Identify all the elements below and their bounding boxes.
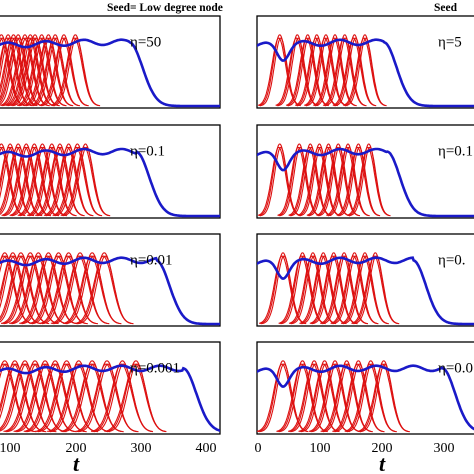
eta-label: η=0.1	[130, 144, 165, 160]
panel-frame	[0, 124, 221, 219]
red-series-curve	[39, 255, 98, 325]
panel: η=0.1	[0, 124, 221, 219]
panel-frame	[256, 15, 474, 109]
red-series-curve	[9, 146, 60, 217]
panel: η=5	[256, 15, 474, 109]
red-series-curve	[258, 255, 307, 325]
panel-frame	[256, 124, 474, 219]
red-series-curve	[29, 255, 88, 325]
panel: η=0.0	[256, 341, 474, 435]
x-axis-label: t	[73, 451, 80, 474]
panel: η=0.01	[0, 233, 221, 327]
x-axis-label: t	[379, 451, 386, 474]
red-series-curve	[75, 363, 139, 433]
panel-frame	[256, 341, 474, 435]
eta-label: η=0.0	[438, 360, 473, 376]
panel: η=0.	[256, 233, 474, 327]
blue-series-curve	[0, 256, 220, 326]
eta-label: η=0.	[438, 252, 466, 268]
red-series-curve	[322, 37, 367, 107]
red-series-curve	[320, 255, 369, 325]
red-series-curve	[30, 37, 80, 107]
panel: η=0.001	[0, 341, 221, 435]
bottom-right-x-axis: 0 100 200 300 t	[255, 441, 455, 474]
red-series-curve	[34, 146, 85, 217]
eta-label: η=0.1	[438, 144, 473, 160]
red-series-curve	[276, 363, 328, 433]
red-series-curve	[23, 37, 74, 107]
red-series-curve	[60, 363, 124, 433]
red-series-curve	[336, 146, 381, 217]
red-series-curve	[10, 37, 60, 107]
red-series-curve	[50, 37, 101, 107]
red-series-curve	[62, 255, 122, 325]
x-tick: 200	[66, 441, 87, 456]
red-series-curve	[303, 37, 348, 107]
red-series-curve	[50, 255, 110, 325]
red-series-curve	[340, 255, 389, 325]
right-column-title: Seed	[434, 2, 458, 14]
red-series-curve	[357, 363, 410, 433]
blue-series-curve	[257, 256, 474, 326]
red-series-curve	[0, 37, 50, 107]
x-tick: 300	[131, 441, 152, 456]
blue-series-curve	[0, 364, 220, 432]
red-series-curve	[326, 146, 370, 217]
blue-series-curve	[0, 38, 220, 108]
panel-frame	[0, 15, 221, 109]
blue-series-curve	[257, 147, 474, 218]
eta-label: η=0.001	[130, 360, 180, 376]
x-tick: 100	[310, 441, 331, 456]
x-tick: 0	[255, 441, 262, 456]
bottom-left-x-axis: 100 200 300 400 t	[0, 441, 217, 474]
red-series-curve	[257, 146, 301, 217]
red-series-curve	[74, 255, 134, 325]
left-column: Seed= Low degree node η=50 η=0.1 η=0.01 η=0…	[0, 2, 223, 435]
x-tick: 200	[372, 441, 393, 456]
blue-series-curve	[257, 38, 474, 108]
red-series-curve	[342, 37, 387, 107]
red-series-curve	[19, 255, 78, 325]
red-series-curve	[344, 363, 397, 433]
x-tick: 400	[196, 441, 217, 456]
red-series-curve	[0, 37, 38, 107]
red-series-curve	[332, 37, 377, 107]
red-series-curve	[309, 255, 358, 325]
left-column-title: Seed= Low degree node	[107, 2, 223, 14]
panel-frame	[256, 233, 474, 327]
red-series-curve	[287, 363, 340, 433]
x-tick: 100	[0, 441, 21, 456]
eta-label: η=0.01	[130, 252, 173, 268]
red-series-curve	[39, 37, 89, 107]
red-series-curve	[346, 146, 391, 217]
blue-series-curve	[0, 147, 220, 218]
red-series-curve	[0, 255, 34, 325]
panel: η=0.1	[256, 124, 474, 219]
red-series-curve	[23, 363, 87, 433]
red-series-curve	[104, 363, 167, 433]
red-series-curve	[257, 363, 309, 433]
right-column: Seed η=5 η=0.1 η=0. η=0.0	[256, 2, 474, 435]
red-series-curve	[0, 146, 26, 217]
eta-label: η=50	[130, 34, 161, 50]
red-series-curve	[330, 255, 379, 325]
red-series-curve	[332, 363, 385, 433]
panel-frame	[0, 233, 221, 327]
red-series-curve	[13, 363, 77, 433]
red-series-curve	[52, 146, 103, 217]
red-series-curve	[43, 146, 94, 217]
red-series-curve	[90, 363, 154, 433]
blue-series-curve	[257, 364, 474, 431]
x-tick: 300	[434, 441, 455, 456]
red-series-curve	[285, 37, 329, 107]
eta-label: η=5	[438, 34, 462, 50]
panel-frame	[0, 341, 221, 435]
panel: η=50	[0, 15, 221, 109]
